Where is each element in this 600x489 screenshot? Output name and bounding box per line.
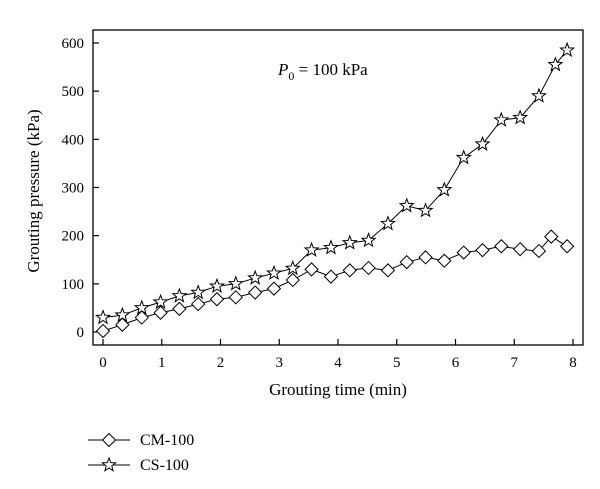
data-point-cm-100	[342, 263, 357, 278]
data-point-cs-100	[227, 275, 244, 291]
legend: CM-100 CS-100	[88, 432, 194, 474]
x-tick-label: 6	[452, 355, 460, 371]
data-point-cm-100	[134, 310, 149, 325]
data-point-cs-100	[265, 264, 282, 281]
series-markers	[94, 41, 576, 339]
data-point-cs-100	[171, 287, 188, 303]
data-point-cm-100	[544, 229, 559, 244]
data-point-cm-100	[247, 285, 263, 300]
pressure-annotation: P0 = 100 kPa	[277, 60, 368, 83]
x-tick-label: 0	[99, 355, 107, 371]
data-point-cs-100	[547, 56, 564, 72]
data-point-cs-100	[417, 202, 434, 218]
y-tick-label: 400	[62, 132, 85, 148]
series-lines	[102, 49, 568, 332]
data-point-cm-100	[323, 269, 339, 284]
x-tick-label: 2	[217, 355, 225, 371]
x-tick-label: 5	[393, 355, 401, 371]
y-tick-label: 100	[62, 277, 85, 293]
data-point-cm-100	[361, 260, 376, 276]
data-point-cs-100	[398, 197, 415, 213]
data-point-cm-100	[190, 296, 206, 312]
data-point-cs-100	[247, 269, 264, 285]
data-point-cs-100	[455, 149, 472, 165]
data-point-cs-100	[379, 215, 396, 231]
y-tick-label: 200	[62, 229, 85, 245]
data-point-cm-100	[380, 263, 396, 278]
data-point-cm-100	[115, 317, 130, 332]
legend-label-cs-100: CS-100	[140, 457, 189, 474]
data-point-cs-100	[152, 293, 169, 309]
data-point-cs-100	[190, 284, 207, 300]
x-tick-label: 3	[276, 355, 284, 371]
y-tick-label: 600	[62, 36, 85, 52]
data-point-cm-100	[209, 292, 225, 307]
annotation-subscript: 0	[288, 69, 294, 83]
data-point-cm-100	[494, 239, 509, 254]
x-tick-label: 8	[569, 355, 577, 371]
data-point-cm-100	[266, 281, 282, 296]
y-tick-label: 0	[77, 325, 85, 341]
data-point-cs-100	[303, 241, 320, 257]
legend-marker-cm-100	[101, 432, 117, 448]
y-tick-label: 500	[62, 84, 85, 100]
data-point-cm-100	[437, 253, 452, 268]
data-point-cs-100	[474, 135, 491, 151]
data-point-cm-100	[456, 245, 471, 260]
x-axis: 0 1 2 3 4 5 6 7 8	[99, 339, 577, 371]
legend-marker-cs-100	[100, 456, 118, 472]
y-axis-title: Grouting pressure (kPa)	[24, 109, 43, 272]
annotation-italic: P	[277, 60, 288, 79]
data-point-cs-100	[341, 234, 358, 250]
data-point-cs-100	[322, 239, 339, 255]
data-point-cm-100	[95, 323, 111, 339]
data-point-cm-100	[285, 272, 300, 288]
data-point-cs-100	[530, 87, 547, 103]
data-point-cs-100	[94, 309, 112, 325]
data-point-cs-100	[493, 111, 510, 127]
series-line-cm-100	[102, 236, 568, 332]
data-point-cm-100	[304, 262, 319, 277]
data-point-cm-100	[531, 243, 547, 259]
y-tick-label: 300	[62, 181, 85, 197]
data-point-cm-100	[475, 242, 490, 258]
data-point-cm-100	[512, 241, 528, 257]
data-point-cs-100	[436, 181, 453, 197]
x-axis-title: Grouting time (min)	[269, 380, 407, 399]
data-point-cm-100	[399, 254, 414, 270]
data-point-cs-100	[512, 109, 529, 125]
x-tick-label: 1	[158, 355, 166, 371]
x-tick-label: 7	[511, 355, 519, 371]
data-point-cm-100	[559, 239, 575, 254]
data-point-cs-100	[559, 41, 576, 58]
data-point-cs-100	[114, 306, 131, 322]
annotation-rest: = 100 kPa	[294, 60, 368, 79]
legend-label-cm-100: CM-100	[140, 432, 194, 449]
data-point-cs-100	[208, 277, 225, 294]
data-point-cs-100	[360, 232, 377, 248]
data-point-cs-100	[284, 259, 301, 276]
y-axis: 0 100 200 300 400 500 600	[62, 36, 99, 341]
data-point-cm-100	[418, 250, 433, 265]
x-tick-label: 4	[334, 355, 342, 371]
data-point-cm-100	[228, 290, 243, 305]
data-point-cs-100	[133, 299, 150, 315]
data-point-cm-100	[172, 301, 187, 317]
data-point-cm-100	[153, 305, 168, 320]
